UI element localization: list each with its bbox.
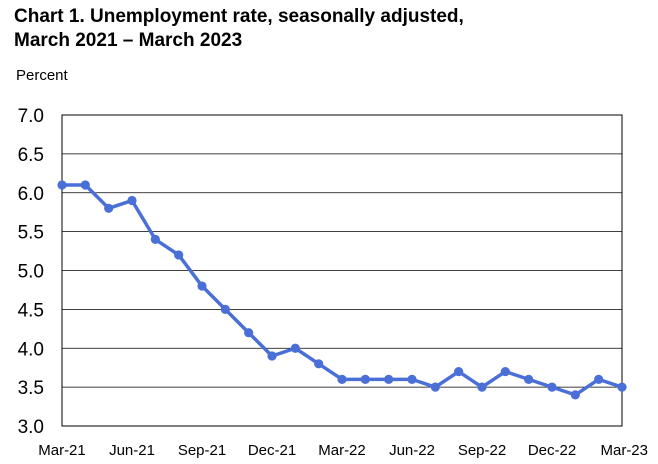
data-point [337,374,347,384]
data-point [244,328,254,338]
data-point [594,374,604,384]
y-tick-label: 3.5 [18,378,44,399]
data-point [314,359,324,369]
data-point [197,281,207,291]
y-tick-label: 6.0 [18,184,44,205]
x-tick-label: Jun-21 [109,442,155,459]
data-point [360,374,370,384]
x-axis-tick-labels: Mar-21 Jun-21 Sep-21 Dec-21 Mar-22 Jun-22 Sep-… [38,442,648,459]
y-tick-label: 4.0 [18,339,44,360]
data-point [174,250,184,260]
data-point [617,382,627,392]
data-point [407,374,417,384]
data-point [570,390,580,400]
data-point [477,382,487,392]
chart-subtitle: March 2021 – March 2023 [14,30,243,51]
data-point [57,180,67,190]
x-tick-label: Sep-22 [458,442,506,459]
y-tick-label: 5.5 [18,223,44,244]
x-tick-label: Dec-22 [528,442,576,459]
x-tick-label: Jun-22 [389,442,435,459]
data-point [384,374,394,384]
data-point [547,382,557,392]
x-tick-label: Mar-23 [600,442,648,459]
x-tick-label: Mar-21 [38,442,86,459]
plot-border [61,114,623,427]
y-axis-unit-label: Percent [16,67,68,84]
data-point [80,180,90,190]
chart-title: Chart 1. Unemployment rate, seasonally a… [14,5,634,53]
data-point [430,382,440,392]
y-tick-label: 7.0 [18,106,44,127]
data-point [127,195,137,206]
y-tick-label: 4.5 [18,300,44,321]
data-point [220,304,230,314]
data-point [454,366,464,377]
y-tick-label: 3.0 [18,417,44,438]
series-line [62,183,623,397]
data-point [150,234,160,244]
data-point [267,351,277,361]
series-unemployment-rate [57,180,627,400]
data-point [524,374,534,384]
data-point [104,203,114,213]
y-axis-tick-labels: 7.0 6.5 6.0 5.5 5.0 4.5 4.0 3.5 3.0 [18,106,44,438]
x-tick-label: Sep-21 [178,442,226,459]
x-tick-label: Dec-21 [248,442,296,459]
y-tick-label: 5.0 [18,262,44,283]
grid-lines [62,153,622,388]
data-point [500,366,510,377]
x-tick-label: Mar-22 [318,442,366,459]
y-tick-label: 6.5 [18,145,44,166]
chart-title-line-1: Chart 1. Unemployment rate, seasonally a… [14,6,464,27]
plot-frame [61,114,623,427]
data-point [290,343,300,353]
